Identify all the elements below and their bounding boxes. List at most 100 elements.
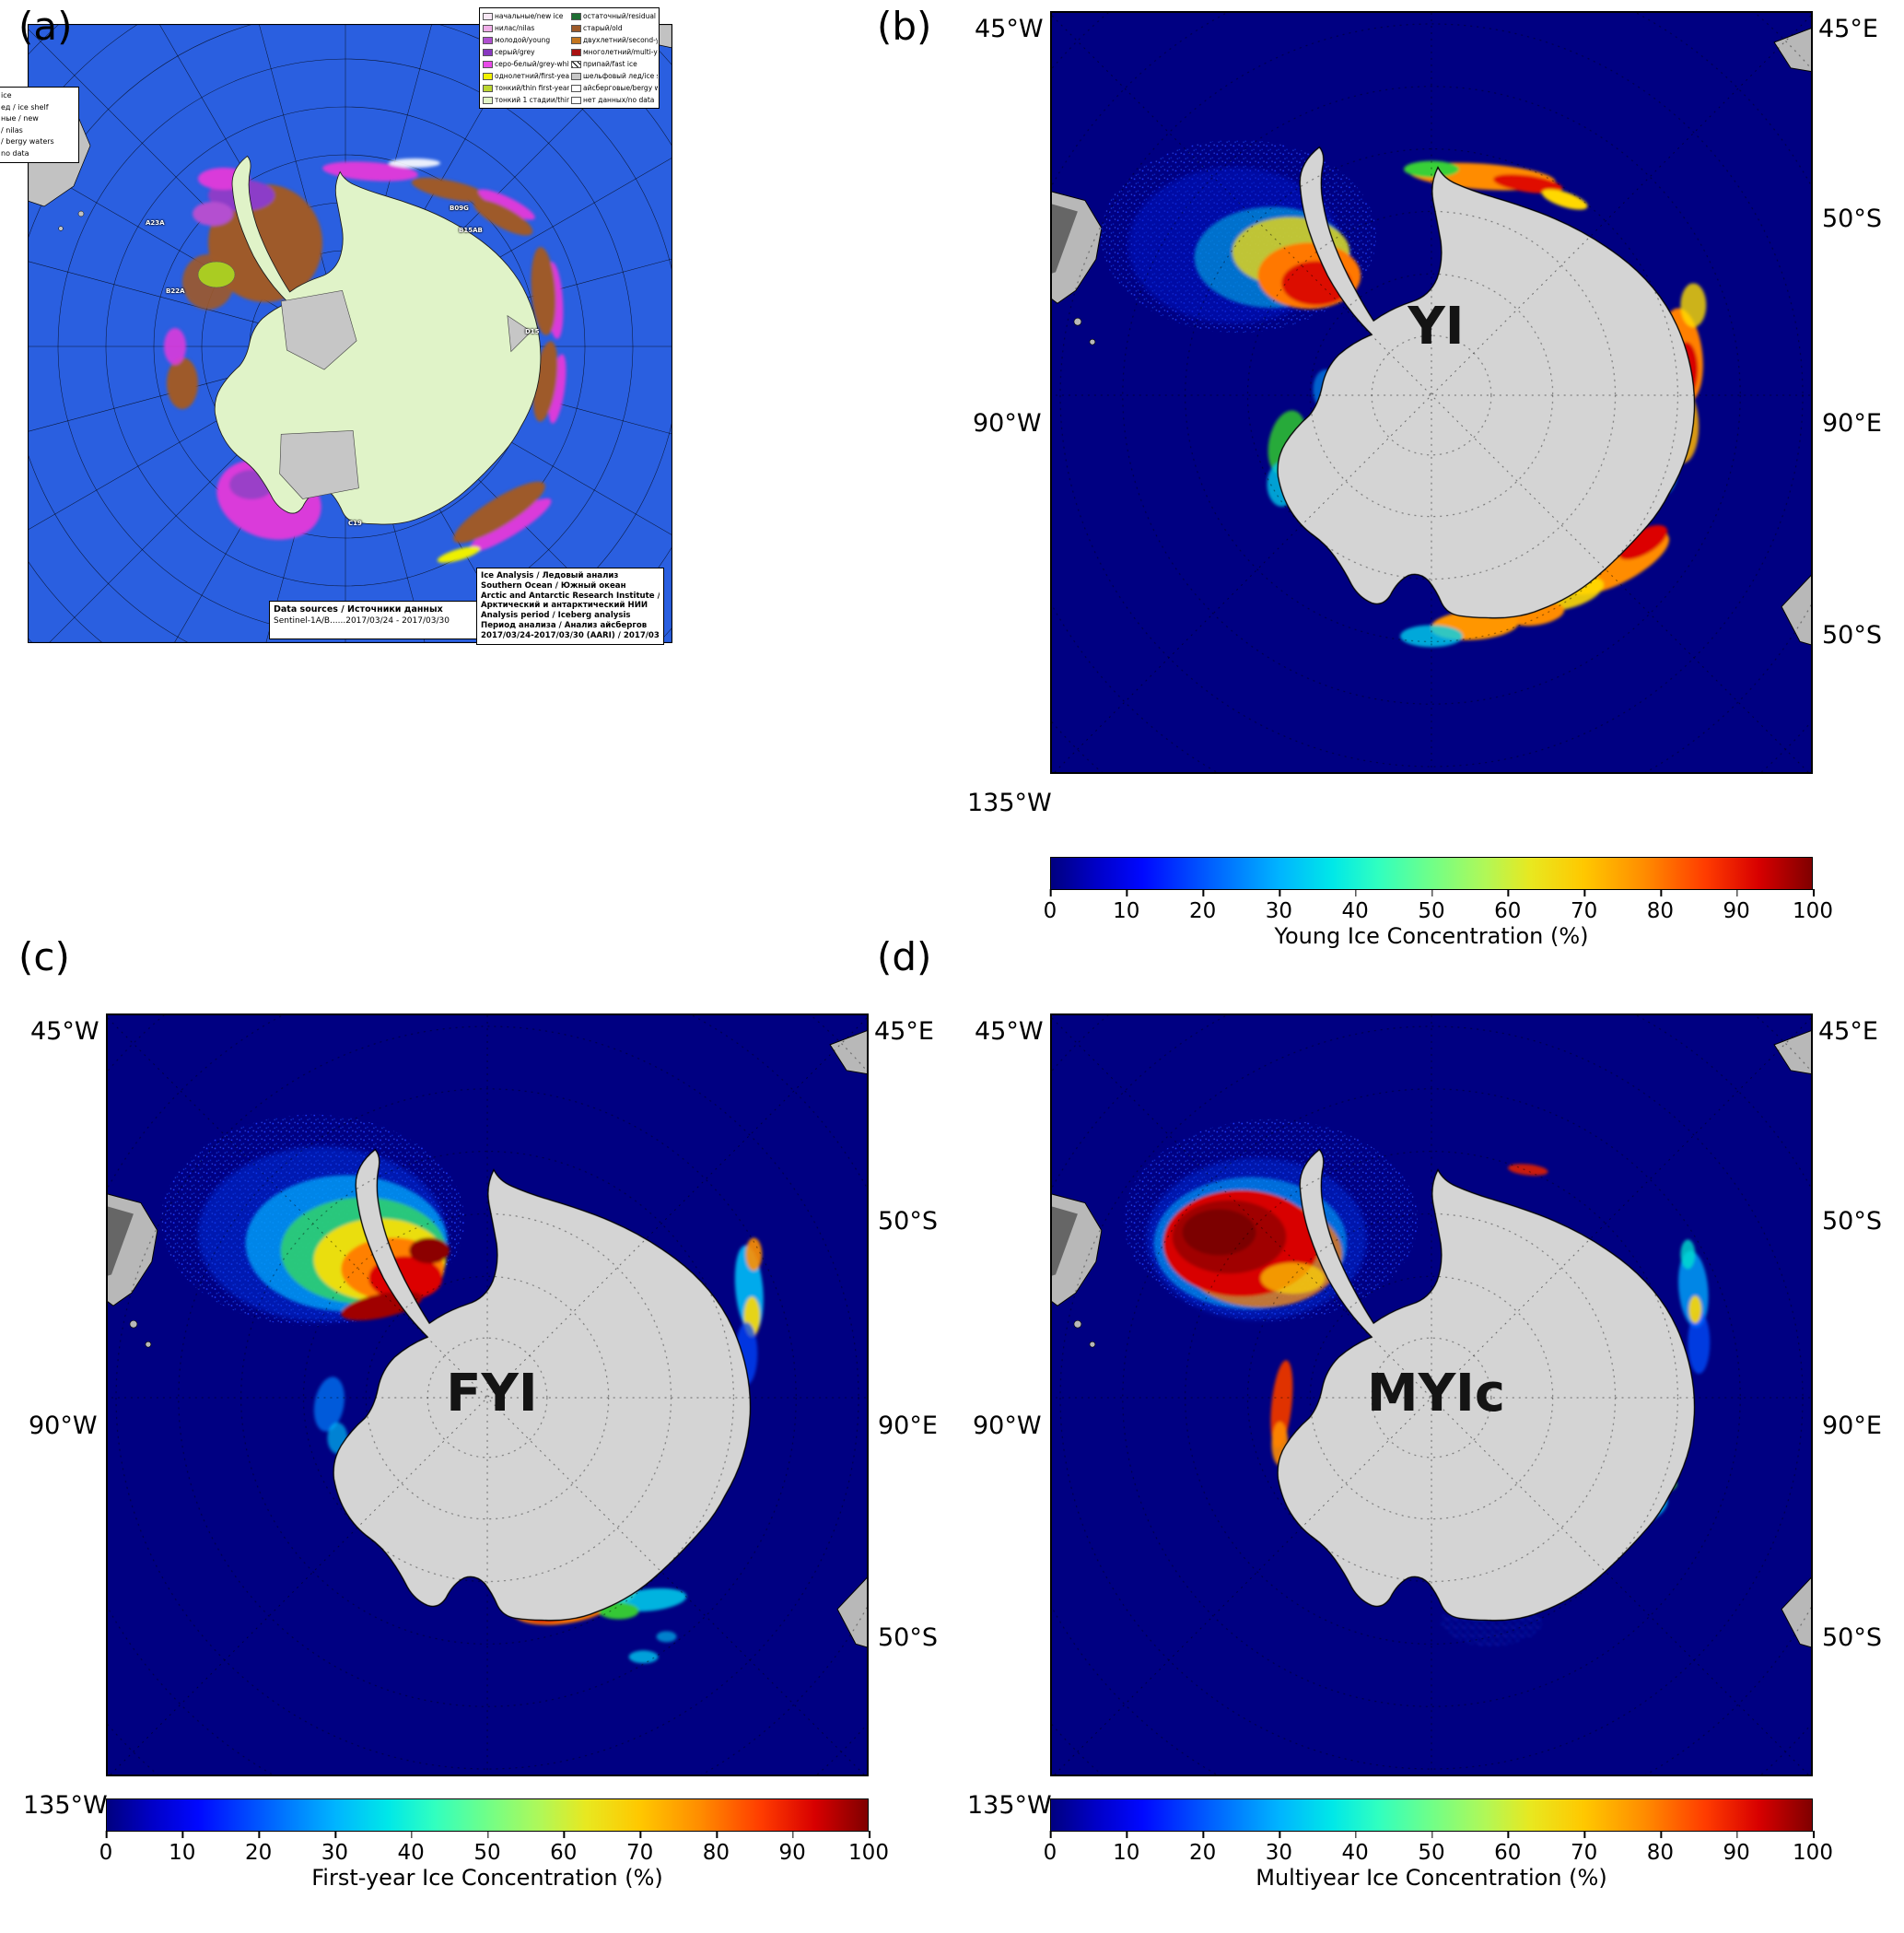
colorbar-tick-label: 40 — [1341, 889, 1369, 923]
colorbar-tick-label: 30 — [321, 1831, 349, 1865]
colorbar-tick-label: 10 — [169, 1831, 196, 1865]
colorbar-gradient — [106, 1798, 869, 1832]
colorbar-young-ice: 0 10 20 30 40 50 60 70 80 90 100 Young Ice Concent… — [1044, 857, 1833, 949]
colorbar-tick-label: 0 — [99, 1831, 113, 1865]
legend-color-chip — [483, 72, 493, 80]
coordinate-label: 45°E — [1818, 15, 1878, 43]
legend-item: шельфовый лед/ice sh — [569, 70, 658, 82]
colorbar-title: Young Ice Concentration (%) — [1274, 923, 1589, 949]
legend-color-chip — [483, 12, 493, 20]
legend-color-chip — [483, 24, 493, 32]
panel-b-map: YI — [1050, 11, 1813, 774]
panel-a-info-box: Ice Analysis / Ледовый анализ Southern Oc… — [476, 568, 664, 645]
coordinate-label: 90°W — [29, 1412, 98, 1440]
info-line: 2017/03/24-2017/03/30 (AARI) / 2017/03/2… — [481, 630, 660, 640]
map-label: MYIc — [1367, 1364, 1505, 1423]
colorbar-tick-label: 20 — [1188, 1831, 1217, 1865]
legend-item: многолетний/multi-year — [569, 46, 658, 58]
legend-color-chip — [571, 24, 581, 32]
corner-legend-row: ные / new — [1, 114, 39, 123]
colorbar-tick-label: 80 — [1646, 889, 1675, 923]
thin-first-year-patch — [197, 261, 236, 288]
legend-label: однолетний/first-year — [495, 72, 569, 80]
colorbar-tick-label: 10 — [1113, 889, 1140, 923]
legend-label: айсберговые/bergy wat — [583, 84, 658, 92]
ross-ice-shelf — [279, 430, 359, 499]
colorbar-tick-label: 90 — [1723, 1831, 1750, 1865]
datasources-title: Data sources / Источники данных — [274, 604, 443, 615]
legend-label: припай/fast ice — [583, 60, 637, 68]
legend-color-chip — [483, 48, 493, 56]
legend-color-chip — [571, 60, 581, 68]
corner-legend-row: / bergy waters — [1, 137, 54, 146]
colorbar-tick-label: 40 — [397, 1831, 425, 1865]
legend-label: начальные/new ice — [495, 12, 564, 20]
colorbar-tick-label: 100 — [1793, 1831, 1833, 1865]
colorbar-tick-labels: 0 10 20 30 40 50 60 70 80 90 100 — [1044, 889, 1833, 923]
info-line: Арктический и антарктический НИИ — [481, 601, 648, 611]
colorbar-tick-label: 0 — [1043, 1831, 1057, 1865]
legend-item: однолетний/first-year — [481, 70, 569, 82]
info-line: Период анализа / Анализ айсбергов — [481, 620, 648, 630]
legend-column-left: начальные/new ice нилас/nilas молодой/yo… — [481, 10, 569, 106]
legend-label: многолетний/multi-year — [583, 48, 658, 56]
legend-item: тонкий/thin first-year — [481, 82, 569, 94]
colorbar-tick-label: 50 — [1418, 889, 1445, 923]
ronne-ice-shelf — [280, 289, 357, 370]
panel-b: 45°W 45°E 50°S 90°W 90°E 50°S 135°W — [967, 6, 1884, 821]
legend-item: серый/grey — [481, 46, 569, 58]
info-line: Ice Analysis / Ледовый анализ — [481, 571, 619, 580]
legend-color-chip — [571, 48, 581, 56]
legend-color-chip — [483, 60, 493, 68]
map-label: FYI — [446, 1364, 537, 1423]
corner-legend-row: / nilas — [1, 125, 23, 135]
legend-label: шельфовый лед/ice sh — [583, 72, 658, 80]
map-label: YI — [1407, 297, 1464, 357]
coordinate-label: 135°W — [967, 1791, 1052, 1820]
panel-c: 45°W 45°E 50°S 90°W 90°E 50°S 135°W — [23, 1008, 940, 1823]
legend-color-chip — [483, 36, 493, 44]
legend-label: тонкий 1 стадии/thin 1 stage — [495, 96, 569, 104]
legend-label: старый/old — [583, 24, 623, 32]
colorbar-tick-label: 80 — [702, 1831, 730, 1865]
coordinate-label: 90°E — [1822, 409, 1882, 438]
panel-a-map — [28, 24, 672, 643]
colorbar-tick-labels: 0 10 20 30 40 50 60 70 80 90 100 — [1044, 1831, 1833, 1865]
legend-item: айсберговые/bergy wat — [569, 82, 658, 94]
coordinate-label: 90°W — [973, 1412, 1042, 1440]
coordinate-label: 45°W — [30, 1017, 99, 1046]
legend-label: остаточный/residual — [583, 12, 657, 20]
coordinate-label: 50°S — [878, 1623, 938, 1652]
legend-color-chip — [571, 96, 581, 104]
legend-color-chip — [571, 72, 581, 80]
coordinate-label: 90°E — [1822, 1412, 1882, 1440]
colorbar-tick-label: 40 — [1341, 1831, 1369, 1865]
info-line: Analysis period / Iceberg analysis — [481, 611, 631, 621]
legend-item: тонкий 1 стадии/thin 1 stage — [481, 94, 569, 106]
legend-label: молодой/young — [495, 36, 551, 44]
colorbar-tick-label: 70 — [625, 1831, 654, 1865]
graticule — [1050, 1013, 1813, 1776]
coordinate-label: 50°S — [1822, 1207, 1882, 1236]
panel-d-letter: (d) — [877, 934, 932, 979]
coordinate-label: 135°W — [23, 1791, 108, 1820]
colorbar-tick-label: 0 — [1043, 889, 1057, 923]
legend-item: двухлетний/second-year — [569, 34, 658, 46]
coordinate-label: 50°S — [878, 1207, 938, 1236]
coordinate-label: 135°W — [967, 789, 1052, 817]
legend-label: серый/grey — [495, 48, 535, 56]
datasources-detail: Sentinel-1A/B......2017/03/24 - 2017/03/… — [274, 616, 450, 626]
colorbar-tick-label: 90 — [778, 1831, 806, 1865]
legend-color-chip — [483, 84, 493, 92]
colorbar-first-year-ice: 0 10 20 30 40 50 60 70 80 90 100 First-year Ice Co… — [99, 1798, 889, 1891]
legend-item: остаточный/residual — [569, 10, 658, 22]
colorbar-multiyear-ice: 0 10 20 30 40 50 60 70 80 90 100 Multiyear Ice Con… — [1044, 1798, 1833, 1891]
panel-a-datasources-box: Data sources / Источники данных Sentinel… — [269, 601, 483, 639]
colorbar-tick-label: 80 — [1646, 1831, 1675, 1865]
colorbar-tick-label: 60 — [550, 1831, 578, 1865]
colorbar-tick-label: 20 — [1188, 889, 1217, 923]
panel-a-letter: (a) — [18, 4, 73, 49]
legend-item: начальные/new ice — [481, 10, 569, 22]
amery-ice-shelf — [507, 314, 532, 353]
